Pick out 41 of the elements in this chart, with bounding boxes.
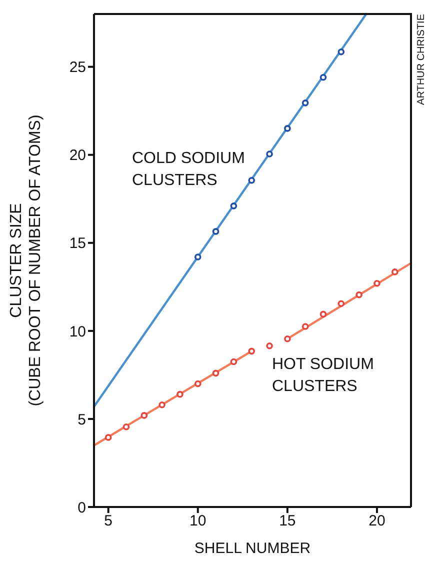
y-axis-title: CLUSTER SIZE (CUBE ROOT OF NUMBER OF ATOMS) xyxy=(8,114,44,406)
series-label: COLD SODIUM CLUSTERS xyxy=(132,149,245,191)
point xyxy=(284,125,291,132)
x-tick-label: 20 xyxy=(368,512,386,530)
y-tick-label: 20 xyxy=(69,147,86,164)
y-tick-label: 10 xyxy=(69,323,86,340)
point xyxy=(194,380,202,388)
y-tick-label: 0 xyxy=(78,499,86,516)
point xyxy=(266,150,273,158)
point xyxy=(230,358,238,366)
point xyxy=(230,202,238,210)
point xyxy=(248,176,256,184)
y-tick-label: 15 xyxy=(69,235,86,252)
text: ARTHUR CHRISTIE xyxy=(416,14,427,105)
point xyxy=(104,434,112,441)
point xyxy=(122,423,130,430)
point xyxy=(140,412,148,419)
point xyxy=(338,48,345,56)
point xyxy=(320,74,327,81)
point xyxy=(374,280,380,287)
point xyxy=(302,100,309,106)
y-tick-label: 5 xyxy=(78,411,86,428)
x-tick-label: 10 xyxy=(190,512,206,530)
point xyxy=(194,254,202,260)
x-tick-label: 15 xyxy=(279,512,296,530)
point xyxy=(302,323,309,330)
point xyxy=(266,342,273,350)
point xyxy=(391,268,398,276)
point xyxy=(356,291,362,298)
point xyxy=(320,310,327,318)
point xyxy=(338,300,345,308)
point xyxy=(212,370,220,377)
series-label: HOT SODIUM CLUSTERS xyxy=(272,355,374,397)
point xyxy=(248,348,256,355)
point xyxy=(176,390,184,398)
x-axis-title: SHELL NUMBER xyxy=(194,540,311,557)
point xyxy=(284,335,291,342)
point xyxy=(158,401,166,408)
point xyxy=(212,228,220,235)
y-tick-label: 25 xyxy=(69,59,86,76)
x-tick-label: 5 xyxy=(104,512,112,530)
